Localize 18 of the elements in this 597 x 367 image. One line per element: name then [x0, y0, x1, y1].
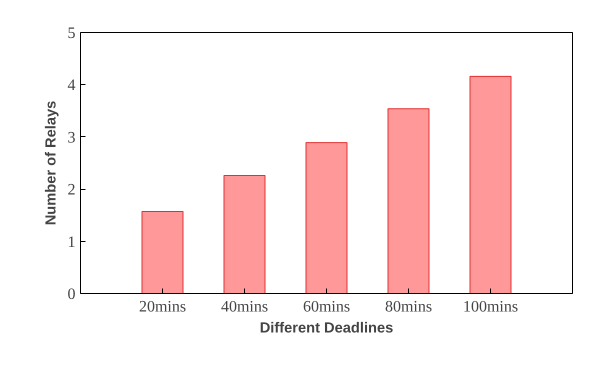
bar: [306, 142, 348, 294]
x-tick-label: 60mins: [302, 298, 350, 316]
bar: [388, 108, 430, 294]
bar: [470, 76, 512, 294]
x-tick-label: 40mins: [220, 298, 268, 316]
x-tick-label: 80mins: [384, 298, 432, 316]
x-axis-title: Different Deadlines: [260, 320, 394, 336]
x-tick-label: 100mins: [462, 298, 518, 316]
y-tick-label: 2: [68, 182, 76, 199]
bar: [224, 175, 266, 294]
bar: [142, 211, 184, 294]
y-tick-label: 5: [68, 25, 76, 42]
y-tick-label: 0: [68, 286, 76, 303]
y-tick-label: 1: [68, 234, 76, 251]
y-tick-label: 4: [68, 77, 76, 94]
y-tick-label: 3: [68, 129, 76, 146]
x-tick-label: 20mins: [138, 298, 186, 316]
y-axis-title: Number of Relays: [44, 100, 60, 226]
